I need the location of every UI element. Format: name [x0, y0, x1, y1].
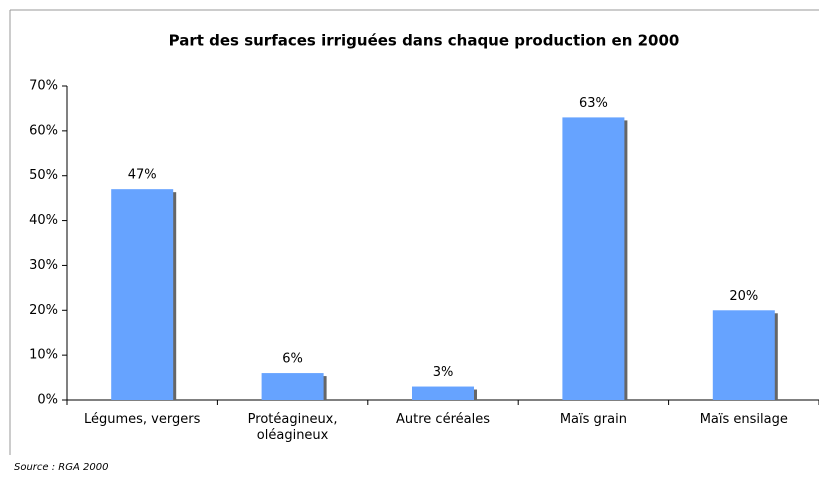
- value-label: 6%: [282, 352, 303, 367]
- bar: [562, 117, 625, 401]
- y-tick-label: 40%: [29, 213, 58, 228]
- source: Source : RGA 2000: [14, 462, 108, 473]
- y-tick-label: 30%: [29, 258, 58, 273]
- bar: [712, 310, 775, 400]
- y-tick-label: 10%: [29, 348, 58, 363]
- x-tick-label: Maïs ensilage: [699, 412, 788, 427]
- value-label: 3%: [433, 365, 454, 380]
- x-tick-label: Autre céréales: [396, 412, 490, 427]
- y-tick-label: 50%: [29, 168, 58, 183]
- value-label: 63%: [579, 96, 608, 111]
- value-label: 20%: [729, 289, 758, 304]
- x-tick-label: Maïs grain: [559, 412, 627, 427]
- y-tick-label: 0%: [37, 393, 58, 408]
- x-tick-label: Protéagineux, oléagineux: [247, 412, 338, 443]
- bar: [261, 373, 324, 400]
- value-label: 47%: [128, 168, 157, 183]
- y-tick-label: 70%: [29, 79, 58, 94]
- chart-title: Part des surfaces irriguées dans chaque …: [169, 32, 680, 50]
- y-tick-label: 20%: [29, 303, 58, 318]
- bar: [412, 386, 474, 400]
- x-tick-label: Légumes, vergers: [83, 412, 201, 427]
- y-tick-label: 60%: [29, 123, 58, 138]
- bar: [111, 189, 174, 400]
